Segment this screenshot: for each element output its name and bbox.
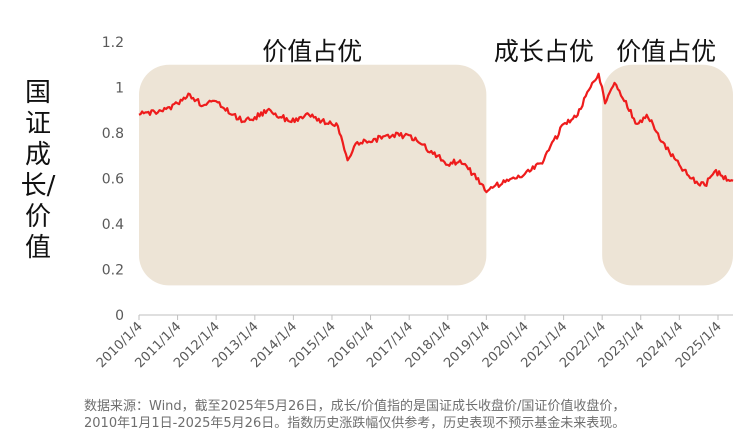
footnote: 数据来源：Wind，截至2025年5月26日，成长/价值指的是国证成长收盘价/国… <box>84 398 734 432</box>
footnote-line: 数据来源：Wind，截至2025年5月26日，成长/价值指的是国证成长收盘价/国… <box>84 399 626 414</box>
y-tick-label: 0.6 <box>102 172 124 188</box>
footnote-line: 2010年1月1日-2025年5月26日。指数历史涨跌幅仅供参考，历史表现不预示… <box>84 416 626 431</box>
annotation-label: 价值占优 <box>262 37 362 66</box>
y-axis-label-char: 国 <box>24 78 51 108</box>
y-axis-label-char: 价 <box>24 202 51 232</box>
x-axis: 2010/1/42011/1/42012/1/42013/1/42014/1/4… <box>94 314 733 371</box>
shaded-region <box>139 64 487 286</box>
y-tick-labels: 0 0.2 0.4 0.6 0.8 1 1.2 <box>102 35 124 324</box>
y-tick-label: 1.2 <box>102 35 124 51</box>
shaded-regions <box>139 64 733 286</box>
y-tick-label: 1 <box>115 81 124 97</box>
y-tick-label: 0 <box>115 308 124 324</box>
y-axis-label-char: 证 <box>24 109 51 139</box>
y-tick-label: 0.4 <box>102 217 124 233</box>
y-tick-label: 0.8 <box>102 126 124 142</box>
annotation-label: 成长占优 <box>494 37 594 66</box>
annotation-label: 价值占优 <box>616 37 716 66</box>
y-axis-label-char: 成 <box>24 140 51 170</box>
y-tick-label: 0.2 <box>102 263 124 279</box>
annotations: 价值占优 成长占优 价值占优 <box>262 37 716 66</box>
y-axis-label-char: 值 <box>24 233 51 263</box>
y-axis-label: 国 证 成 长/ 价 值 <box>20 78 56 264</box>
series-lines <box>138 72 734 194</box>
y-axis-label-char: 长/ <box>20 171 56 201</box>
series-line <box>138 72 734 194</box>
